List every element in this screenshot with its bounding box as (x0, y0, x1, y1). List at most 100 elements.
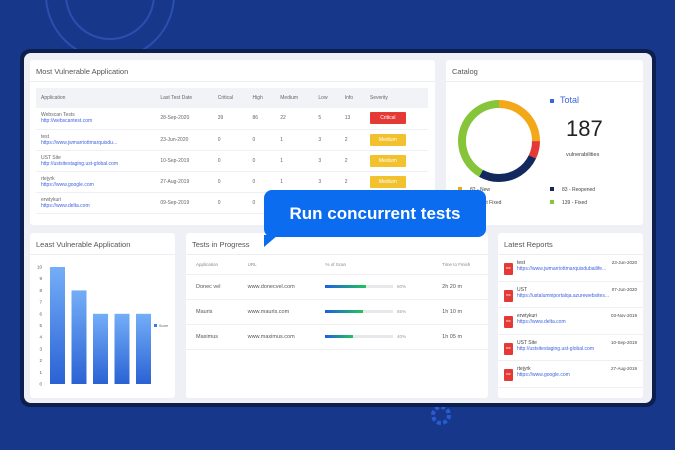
report-item[interactable]: PDF test 23-Jun-2020 https://www.jwmarriott… (498, 255, 643, 282)
report-item[interactable]: PDF UST Site 10-Sep-2019 http://ustsitestag… (498, 335, 643, 361)
report-item[interactable]: PDF erwtykuri 03-Nov-2019 https://www.delta… (498, 308, 643, 335)
app-cell: Mauris (186, 299, 238, 325)
app-cell: Donec vel (186, 274, 238, 300)
report-date: 03-Nov-2019 (610, 313, 637, 318)
report-url-link[interactable]: https://www.jwmarriottmarquisdubailife..… (517, 266, 607, 272)
report-item[interactable]: PDF rtejyrk 27-Aug-2019 https://www.google.… (498, 361, 643, 388)
severity-badge: Critical (369, 112, 406, 125)
table-row[interactable]: rtejyrk https://www.google.com 27-Aug-2019… (36, 171, 428, 193)
report-date: 10-Sep-2019 (610, 339, 637, 345)
report-name: test (517, 260, 526, 266)
total-label: Total (560, 95, 580, 105)
column-header: Low (313, 88, 340, 108)
column-header: Application (36, 88, 156, 108)
app-cell: Maximus (186, 324, 238, 350)
low-cell: 5 (313, 108, 340, 130)
callout-tail (264, 235, 278, 247)
y-tick-label: 2 (39, 358, 42, 363)
y-tick-label: 0 (39, 382, 42, 387)
table-row[interactable]: Maximus www.maximus.com 40% 1h 05 m (186, 324, 488, 350)
pdf-icon: PDF (504, 289, 513, 302)
card-title: Tests in Progress (186, 233, 488, 255)
info-cell: 2 (339, 171, 365, 193)
least-vulnerable-card: Least Vulnerable Application 0 1 2 3 4 5 6 7 8 9 1… (30, 233, 175, 398)
progress-cell: 40% (315, 324, 433, 350)
column-header: Medium (275, 88, 314, 108)
card-title: Most Vulnerable Application (30, 60, 435, 82)
app-name: rtejyrk (41, 175, 55, 182)
y-tick-label: 6 (39, 311, 42, 316)
report-name: rtejyrk (517, 366, 531, 372)
pdf-icon: PDF (504, 369, 513, 381)
pdf-icon: PDF (504, 263, 513, 275)
url-link[interactable]: www.donecvel.com (237, 274, 316, 300)
progress-label: 55% (396, 309, 406, 314)
app-url-link[interactable]: https://www.delta.com (41, 202, 90, 209)
column-header: Last Test Date (155, 88, 213, 108)
report-name: UST Site (517, 339, 537, 346)
critical-cell: 0 (212, 129, 248, 151)
bar[interactable] (114, 313, 130, 384)
feature-callout: Run concurrent tests (264, 190, 486, 237)
date-cell: 28-Sep-2020 (155, 108, 213, 130)
tests-table: Application URL% of Scan Time to Finish Don… (186, 255, 488, 350)
report-url-link[interactable]: https://ustalumniportalqa.azurewebsites.… (517, 292, 609, 299)
table-row[interactable]: Donec vel www.donecvel.com 60% 2h 20 m (186, 274, 488, 300)
donut-segment[interactable] (458, 100, 540, 182)
medium-cell: 1 (275, 129, 314, 151)
severity-cell: Medium (364, 150, 428, 172)
severity-cell: Critical (364, 108, 428, 130)
y-tick-label: 4 (39, 335, 42, 340)
legend-swatch (458, 187, 462, 191)
legend-swatch (550, 187, 554, 191)
column-header: Severity (364, 88, 428, 108)
table-row[interactable]: Webscan Tests http://webscantest.com 28-Se… (36, 108, 428, 130)
date-cell: 10-Sep-2019 (155, 150, 213, 172)
app-name: UST Site (41, 154, 61, 161)
app-url-link[interactable]: https://www.google.com (41, 181, 94, 188)
date-cell: 09-Sep-2019 (155, 192, 213, 214)
app-url-link[interactable]: http://ustsitestaging.ust-global.com (41, 160, 118, 167)
bar[interactable] (93, 313, 108, 384)
y-tick-label: 7 (39, 300, 42, 305)
bar-chart: 0 1 2 3 4 5 6 7 8 9 10 Score (37, 265, 168, 387)
donut-chart (458, 100, 540, 182)
severity-badge: Medium (369, 133, 406, 146)
column-header: Application (186, 255, 238, 275)
app-url-link[interactable]: https://www.jwmarriottmarquisdu... (41, 139, 118, 146)
legend-swatch (154, 324, 157, 327)
tests-in-progress-card: Tests in Progress Application URL% of Sca… (186, 233, 488, 398)
bar[interactable] (71, 290, 87, 384)
app-cell: erwtykuri https://www.delta.com (36, 192, 156, 214)
card-title: Latest Reports (498, 233, 643, 255)
url-link[interactable]: www.maximus.com (237, 324, 316, 350)
critical-cell: 0 (212, 150, 248, 172)
table-row[interactable]: Mauris www.mauris.com 55% 1h 10 m (186, 299, 488, 325)
report-url-link[interactable]: https://www.delta.com (517, 319, 566, 325)
app-name: Webscan Tests (41, 112, 75, 119)
report-date: 07-Jun-2020 (611, 286, 637, 292)
report-item[interactable]: PDF UST 07-Jun-2020 https://ustalumniportal… (498, 282, 643, 308)
report-url-link[interactable]: https://www.google.com (517, 372, 570, 378)
report-name: erwtykuri (517, 313, 538, 319)
info-cell: 2 (339, 129, 365, 151)
high-cell: 86 (247, 108, 276, 130)
critical-cell: 0 (212, 192, 248, 214)
info-cell: 2 (339, 150, 365, 172)
card-title: Least Vulnerable Application (30, 233, 175, 255)
date-cell: 23-Jun-2020 (155, 129, 213, 151)
progress-label: 40% (396, 334, 406, 339)
legend-label: 139 - Fixed (562, 200, 588, 206)
total-count: 187 (566, 116, 603, 141)
url-link[interactable]: www.mauris.com (237, 299, 316, 325)
donut-segment[interactable] (458, 100, 540, 182)
report-url-link[interactable]: http://ustsitestaging.ust-global.com (517, 345, 594, 352)
bar[interactable] (136, 313, 151, 384)
table-row[interactable]: test https://www.jwmarriottmarquisdu... 23… (36, 129, 428, 151)
table-row[interactable]: UST Site http://ustsitestaging.ust-global… (36, 150, 428, 172)
bar[interactable] (50, 267, 65, 384)
total-unit: vulnerabilities (566, 152, 600, 158)
app-url-link[interactable]: http://webscantest.com (41, 118, 93, 125)
y-tick-label: 9 (39, 276, 42, 281)
pdf-icon: PDF (504, 316, 513, 328)
